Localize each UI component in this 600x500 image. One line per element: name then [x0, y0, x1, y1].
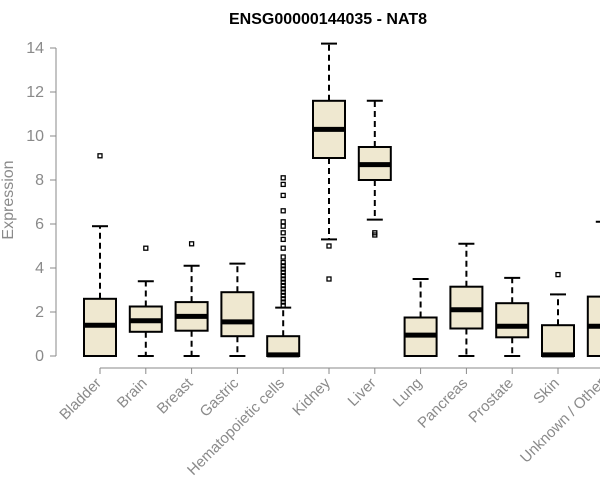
outlier-point	[280, 273, 286, 279]
outlier-point	[143, 245, 149, 251]
outlier-point	[280, 192, 286, 199]
outlier-point	[280, 279, 286, 285]
y-axis: 0 2 4 6 8 10 12 14	[26, 40, 57, 365]
x-tick-label: Prostate	[465, 375, 517, 427]
outlier-point	[97, 153, 103, 159]
box-0	[83, 153, 117, 357]
x-tick-label: Breast	[154, 374, 197, 417]
box-4	[266, 175, 301, 358]
y-tick-label: 0	[35, 348, 44, 365]
outlier-point	[280, 276, 286, 282]
outlier-point	[280, 292, 286, 299]
x-tick-label: Gastric	[197, 374, 243, 420]
box-9	[495, 276, 530, 357]
box-3	[220, 262, 255, 357]
outlier-point	[280, 269, 286, 276]
y-tick-label: 8	[35, 172, 44, 189]
box-1	[128, 245, 163, 357]
y-tick-label: 10	[26, 128, 44, 145]
x-tick-label: Kidney	[289, 374, 334, 419]
y-tick-label: 12	[26, 84, 44, 101]
y-tick-label: 2	[35, 304, 44, 321]
outlier-point	[372, 230, 378, 236]
box-rect	[541, 324, 575, 358]
box-rect	[495, 302, 530, 339]
outlier-point	[280, 236, 286, 243]
y-tick-label: 4	[35, 260, 44, 277]
box-10	[541, 271, 575, 358]
outlier-point	[280, 245, 286, 251]
x-tick-label: Skin	[530, 375, 563, 408]
outlier-point	[326, 276, 332, 282]
x-tick-label: Liver	[345, 375, 380, 410]
x-tick-label: Brain	[114, 375, 151, 412]
chart-title: ENSG00000144035 - NAT8	[229, 11, 427, 28]
box-8	[449, 242, 484, 357]
outlier-point	[280, 263, 286, 269]
outlier-point	[326, 243, 332, 249]
box-rect	[220, 291, 255, 338]
box-6	[357, 99, 392, 238]
outlier-point	[280, 266, 286, 272]
outlier-point	[555, 271, 561, 278]
outlier-point	[280, 259, 286, 266]
outlier-point	[280, 282, 286, 289]
outlier-point	[280, 230, 286, 236]
x-tick-label: Pancreas	[414, 375, 471, 432]
y-tick-label: 6	[35, 216, 44, 233]
box-5	[312, 42, 346, 282]
box-11	[586, 220, 600, 358]
outlier-point	[280, 181, 286, 188]
outlier-point	[280, 289, 286, 295]
box-7	[403, 278, 438, 357]
outlier-point	[280, 208, 286, 214]
x-tick-label: Lung	[390, 375, 426, 411]
outlier-point	[280, 296, 286, 302]
outlier-point	[280, 302, 286, 309]
outlier-point	[280, 175, 286, 181]
boxes	[83, 42, 600, 358]
outlier-point	[280, 286, 286, 292]
y-axis-label: Expression	[0, 160, 17, 239]
outlier-point	[188, 241, 195, 247]
outlier-point	[280, 254, 286, 260]
outlier-point	[280, 223, 286, 229]
y-tick-label: 14	[26, 40, 44, 57]
outlier-point	[280, 219, 286, 225]
box-2	[174, 241, 209, 357]
x-tick-label: Bladder	[56, 375, 105, 424]
outlier-point	[280, 299, 286, 305]
